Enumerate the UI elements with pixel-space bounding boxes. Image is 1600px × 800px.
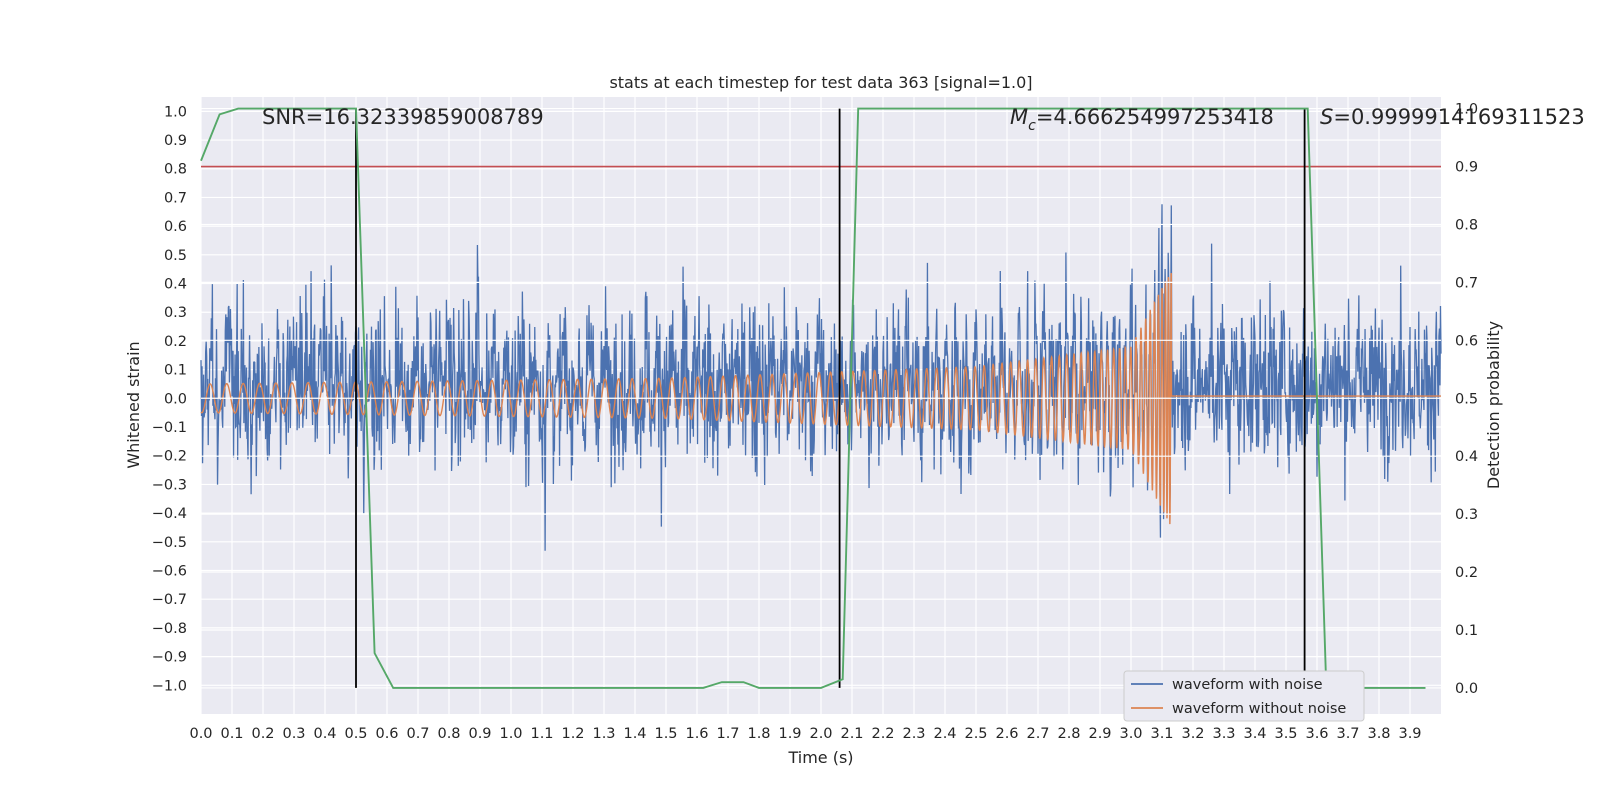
x-tick-label: 3.8 xyxy=(1367,726,1390,742)
legend: waveform with noise waveform without noi… xyxy=(1123,670,1365,722)
y-tick-label: 0.8 xyxy=(164,162,187,178)
y-tick-label: −1.0 xyxy=(152,678,187,694)
y-tick-label: −0.7 xyxy=(152,592,187,608)
y-tick-label: −0.3 xyxy=(152,477,187,493)
x-tick-label: 2.1 xyxy=(840,726,863,742)
x-tick-label: 2.0 xyxy=(809,726,832,742)
y-tick-label: 0.5 xyxy=(164,248,187,264)
y2-tick-label: 0.3 xyxy=(1455,507,1478,523)
y-tick-label: −0.4 xyxy=(152,506,187,522)
y-tick-labels: 1.0 0.9 0.8 0.7 0.6 0.5 0.4 0.3 0.2 0.1 0.0 −0.1 −0.… xyxy=(152,104,187,694)
x-tick-label: 0.0 xyxy=(189,726,212,742)
x-tick-label: 1.4 xyxy=(623,726,646,742)
y2-tick-label: 0.1 xyxy=(1455,623,1478,639)
x-tick-label: 2.6 xyxy=(995,726,1018,742)
y-tick-label: −0.5 xyxy=(152,535,187,551)
y-tick-label: 0.4 xyxy=(164,277,187,293)
x-tick-label: 0.5 xyxy=(344,726,367,742)
x-tick-label: 0.7 xyxy=(406,726,429,742)
y2-tick-label: 1.0 xyxy=(1455,102,1478,118)
x-tick-label: 3.3 xyxy=(1212,726,1235,742)
y2-tick-label: 0.7 xyxy=(1455,275,1478,291)
y-tick-label: 0.9 xyxy=(164,133,187,149)
x-tick-label: 1.3 xyxy=(592,726,615,742)
y-axis-label: Whitened strain xyxy=(124,341,143,468)
y-tick-label: −0.6 xyxy=(152,564,187,580)
y-tick-label: −0.8 xyxy=(152,621,187,637)
x-tick-label: 3.9 xyxy=(1398,726,1421,742)
legend-frame xyxy=(1123,670,1365,722)
y-tick-label: −0.1 xyxy=(152,420,187,436)
clean-waveform-layer xyxy=(200,273,1441,525)
legend-label-clean: waveform without noise xyxy=(1172,701,1346,717)
x-tick-label: 2.9 xyxy=(1088,726,1111,742)
y-tick-label: 0.2 xyxy=(164,334,187,350)
x-tick-label: 3.4 xyxy=(1243,726,1266,742)
chart-title: stats at each timestep for test data 363… xyxy=(609,73,1032,92)
x-tick-label: 1.0 xyxy=(499,726,522,742)
x-tick-label: 0.1 xyxy=(220,726,243,742)
x-tick-label: 2.3 xyxy=(902,726,925,742)
x-tick-label: 3.2 xyxy=(1181,726,1204,742)
x-tick-label: 1.8 xyxy=(747,726,770,742)
x-tick-label: 2.8 xyxy=(1057,726,1080,742)
y-tick-label: 0.0 xyxy=(164,391,187,407)
x-tick-label: 1.7 xyxy=(716,726,739,742)
y-tick-label: 0.6 xyxy=(164,219,187,235)
clean-waveform-line xyxy=(200,273,1441,525)
x-tick-label: 1.6 xyxy=(685,726,708,742)
y-tick-label: 0.1 xyxy=(164,363,187,379)
y2-tick-label: 0.0 xyxy=(1455,681,1478,697)
score-annotation: S=0.9999914169311523 xyxy=(1320,105,1585,129)
y2-tick-label: 0.9 xyxy=(1455,160,1478,176)
x-tick-labels: 0.0 0.1 0.2 0.3 0.4 0.5 0.6 0.7 0.8 0.9 1.0 1.1 1.2 1… xyxy=(189,726,1421,742)
x-tick-label: 2.4 xyxy=(933,726,956,742)
x-axis-label: Time (s) xyxy=(787,748,853,767)
y-tick-label: −0.2 xyxy=(152,449,187,465)
x-tick-label: 3.5 xyxy=(1274,726,1297,742)
x-tick-label: 1.2 xyxy=(561,726,584,742)
x-tick-label: 3.0 xyxy=(1119,726,1142,742)
x-tick-label: 2.7 xyxy=(1026,726,1049,742)
x-tick-label: 0.8 xyxy=(437,726,460,742)
legend-label-noisy: waveform with noise xyxy=(1172,677,1323,693)
y2-tick-label: 0.4 xyxy=(1455,449,1478,465)
x-tick-label: 0.2 xyxy=(251,726,274,742)
chirp-mass-annotation: Mc=4.666254997253418 xyxy=(1010,105,1274,134)
x-tick-label: 1.1 xyxy=(530,726,553,742)
y-tick-label: −0.9 xyxy=(152,650,187,666)
y-tick-label: 0.3 xyxy=(164,305,187,321)
y2-tick-label: 0.8 xyxy=(1455,217,1478,233)
grid xyxy=(200,97,1441,714)
x-tick-label: 2.2 xyxy=(871,726,894,742)
x-tick-label: 2.5 xyxy=(964,726,987,742)
x-tick-label: 1.5 xyxy=(654,726,677,742)
y2-tick-label: 0.6 xyxy=(1455,333,1478,349)
y2-tick-label: 0.2 xyxy=(1455,565,1478,581)
y2-tick-label: 0.5 xyxy=(1455,391,1478,407)
y2-axis-label: Detection probability xyxy=(1484,321,1503,489)
x-tick-label: 3.6 xyxy=(1305,726,1328,742)
snr-annotation: SNR=16.32339859008789 xyxy=(262,105,544,129)
y-tick-label: 1.0 xyxy=(164,104,187,120)
x-tick-label: 1.9 xyxy=(778,726,801,742)
y-tick-label: 0.7 xyxy=(164,190,187,206)
x-tick-label: 3.7 xyxy=(1336,726,1359,742)
x-tick-label: 0.6 xyxy=(375,726,398,742)
x-tick-label: 0.4 xyxy=(313,726,336,742)
y2-tick-labels: 1.0 0.9 0.8 0.7 0.6 0.5 0.4 0.3 0.2 0.1 0.0 xyxy=(1455,102,1478,697)
x-tick-label: 0.9 xyxy=(468,726,491,742)
x-tick-label: 3.1 xyxy=(1150,726,1173,742)
detection-probability-line xyxy=(200,107,1426,689)
x-tick-label: 0.3 xyxy=(282,726,305,742)
